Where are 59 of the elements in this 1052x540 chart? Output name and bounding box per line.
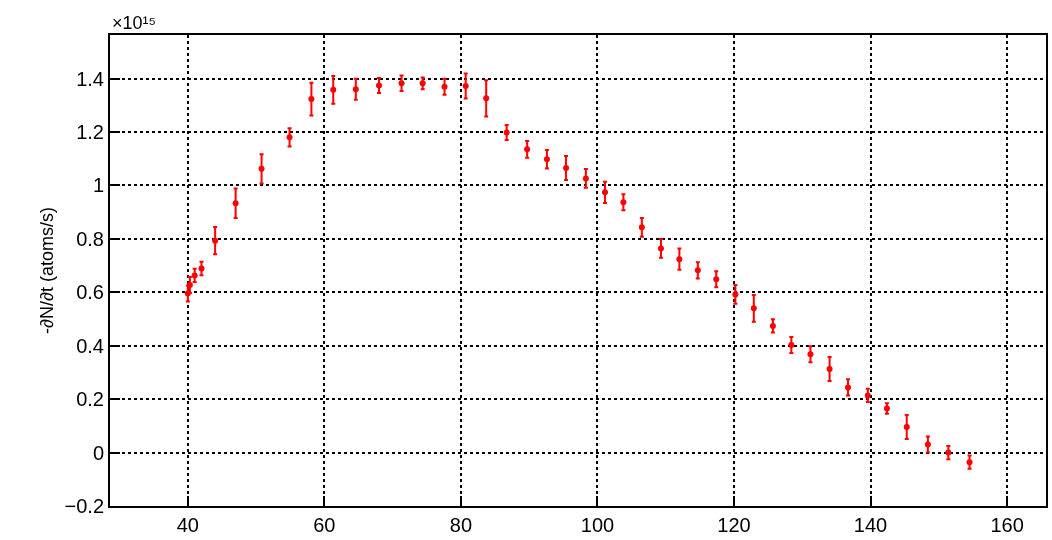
point: [826, 365, 833, 372]
point: [924, 441, 931, 448]
point: [352, 86, 359, 93]
x-tick-label: 100: [580, 514, 615, 536]
x-tick-label: 80: [449, 514, 473, 536]
point: [198, 265, 205, 272]
y-tick-label: 1: [92, 174, 104, 197]
x-tick-label: 160: [990, 514, 1024, 536]
point: [398, 80, 405, 87]
point: [713, 276, 720, 283]
point: [375, 82, 382, 89]
point: [191, 272, 198, 279]
point: [845, 384, 852, 391]
y-tick-label: 0.8: [76, 227, 104, 250]
point: [330, 86, 337, 93]
point: [657, 245, 664, 252]
point: [582, 175, 589, 182]
point: [694, 267, 701, 274]
point: [483, 95, 490, 102]
x-tick-label: 60: [313, 514, 336, 536]
point: [601, 189, 608, 196]
x-tick-label: 140: [853, 514, 888, 536]
point: [462, 83, 469, 90]
y-tick-label: 1.4: [76, 67, 104, 90]
point: [966, 459, 973, 466]
point: [524, 146, 531, 153]
point: [903, 423, 910, 430]
point: [750, 305, 757, 312]
point: [186, 282, 193, 289]
y-tick-label: 0.2: [76, 388, 104, 411]
point: [638, 224, 645, 231]
text: ×10¹⁵: [112, 13, 156, 33]
point: [503, 129, 510, 136]
y-axis-title: -∂N/∂t (atoms/s): [37, 207, 58, 334]
point: [945, 449, 952, 456]
point: [441, 83, 448, 90]
point: [543, 156, 550, 163]
point: [563, 165, 570, 172]
point: [732, 291, 739, 298]
y-tick-label: 0.6: [76, 281, 104, 304]
y-tick-label: 0.4: [76, 334, 104, 357]
point: [419, 80, 426, 87]
y-tick-label: 0: [92, 441, 104, 464]
point: [864, 392, 871, 399]
point: [212, 237, 219, 244]
point: [807, 351, 814, 358]
point: [232, 200, 239, 207]
point: [788, 341, 795, 348]
point: [184, 290, 191, 297]
x-tick-label: 120: [717, 514, 751, 536]
point: [769, 322, 776, 329]
point: [308, 96, 315, 103]
point: [620, 199, 627, 206]
y-tick-label: −0.2: [64, 495, 104, 517]
point: [286, 134, 293, 141]
y-tick-label: 1.2: [76, 120, 104, 143]
x-tick-label: 40: [176, 514, 199, 536]
point: [676, 256, 683, 263]
point: [258, 165, 265, 172]
